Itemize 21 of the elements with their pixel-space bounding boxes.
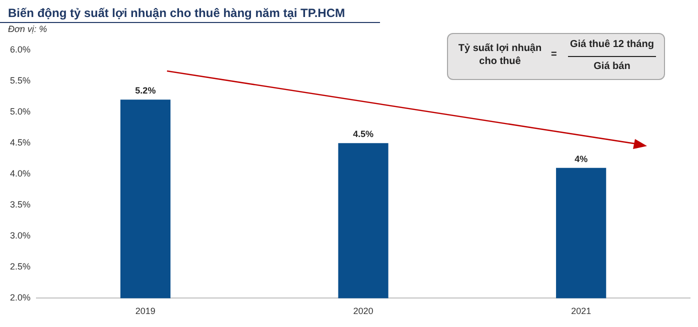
annotation: Giá bán xyxy=(592,61,632,72)
y-tick-label: 5.0% xyxy=(10,106,31,117)
y-tick-label: 2.5% xyxy=(10,262,31,272)
y-tick-label: 3.0% xyxy=(10,230,31,241)
x-tick-label: 2020 xyxy=(353,306,374,316)
data-label: 4% xyxy=(574,154,588,164)
y-tick-label: 2.0% xyxy=(10,292,31,303)
data-label: 5.2% xyxy=(135,86,156,96)
annotation: = xyxy=(551,49,557,60)
x-tick-label: 2021 xyxy=(571,306,592,316)
annotation: Tỷ suất lợi nhuận cho thuê xyxy=(457,42,543,68)
chart-title: Biến động tỷ suất lợi nhuận cho thuê hàng năm tại TP.HCM xyxy=(8,6,345,20)
chart-subtitle: Đơn vị: % xyxy=(8,24,47,34)
annotation: Giá thuê 12 tháng xyxy=(569,39,655,50)
x-tick-label: 2019 xyxy=(135,306,156,316)
y-tick-label: 6.0% xyxy=(10,44,31,54)
y-tick-label: 5.5% xyxy=(10,76,31,86)
y-tick-label: 4.5% xyxy=(10,138,31,148)
y-tick-label: 4.0% xyxy=(10,168,31,179)
data-label: 4.5% xyxy=(353,129,374,140)
y-tick-label: 3.5% xyxy=(10,200,31,210)
